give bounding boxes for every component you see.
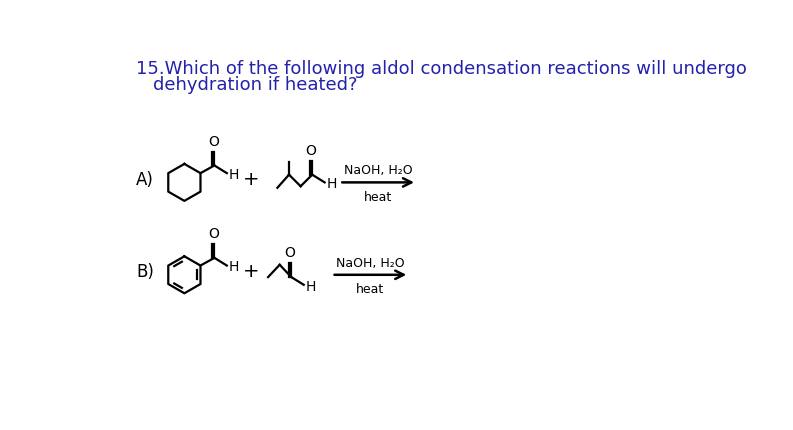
Text: NaOH, H₂O: NaOH, H₂O [344,164,412,177]
Text: O: O [208,135,219,148]
Text: H: H [326,177,336,191]
Text: heat: heat [364,190,393,204]
Text: 15.Which of the following aldol condensation reactions will undergo: 15.Which of the following aldol condensa… [136,60,746,78]
Text: +: + [243,170,259,189]
Text: H: H [228,168,239,181]
Text: heat: heat [356,283,385,296]
Text: O: O [305,144,316,158]
Text: H: H [305,279,316,293]
Text: A): A) [136,170,154,188]
Text: NaOH, H₂O: NaOH, H₂O [336,256,404,269]
Text: O: O [208,227,219,240]
Text: dehydration if heated?: dehydration if heated? [153,75,358,93]
Text: O: O [285,246,296,260]
Text: +: + [243,262,259,281]
Text: H: H [228,260,239,273]
Text: B): B) [136,262,154,280]
